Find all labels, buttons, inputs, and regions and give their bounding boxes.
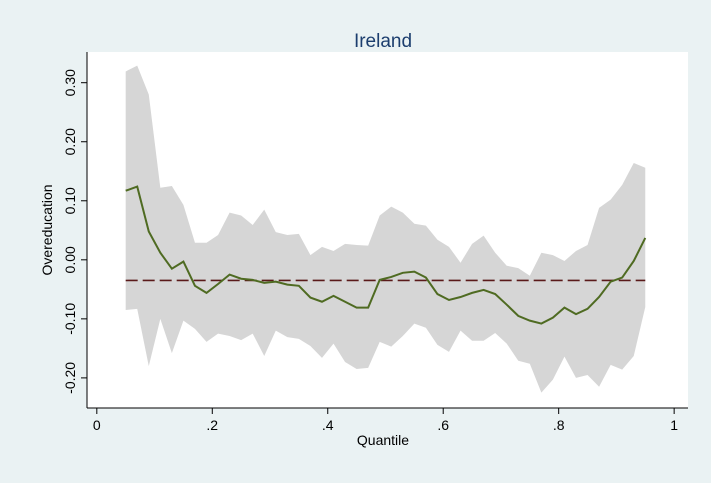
estimate-line: [125, 185, 647, 325]
x-tick-label: .4: [322, 417, 334, 433]
y-tick-label: 0.20: [62, 128, 78, 155]
chart-title: Ireland: [354, 31, 412, 52]
x-tick-label: .6: [437, 417, 449, 433]
y-tick-label: 0.10: [62, 187, 78, 214]
x-tick-label: .2: [206, 417, 218, 433]
y-axis-label: Overeducation: [39, 184, 55, 275]
x-tick-label: 1: [670, 417, 678, 433]
y-tick-label: -0.20: [62, 362, 78, 394]
confidence-band: [125, 65, 646, 393]
y-tick-label: 0.30: [62, 69, 78, 96]
y-tick-label: 0.00: [62, 246, 78, 273]
x-tick-label: .8: [553, 417, 565, 433]
x-tick-label: 0: [93, 417, 101, 433]
y-tick-label: -0.10: [62, 303, 78, 335]
x-axis-label: Quantile: [357, 432, 409, 448]
